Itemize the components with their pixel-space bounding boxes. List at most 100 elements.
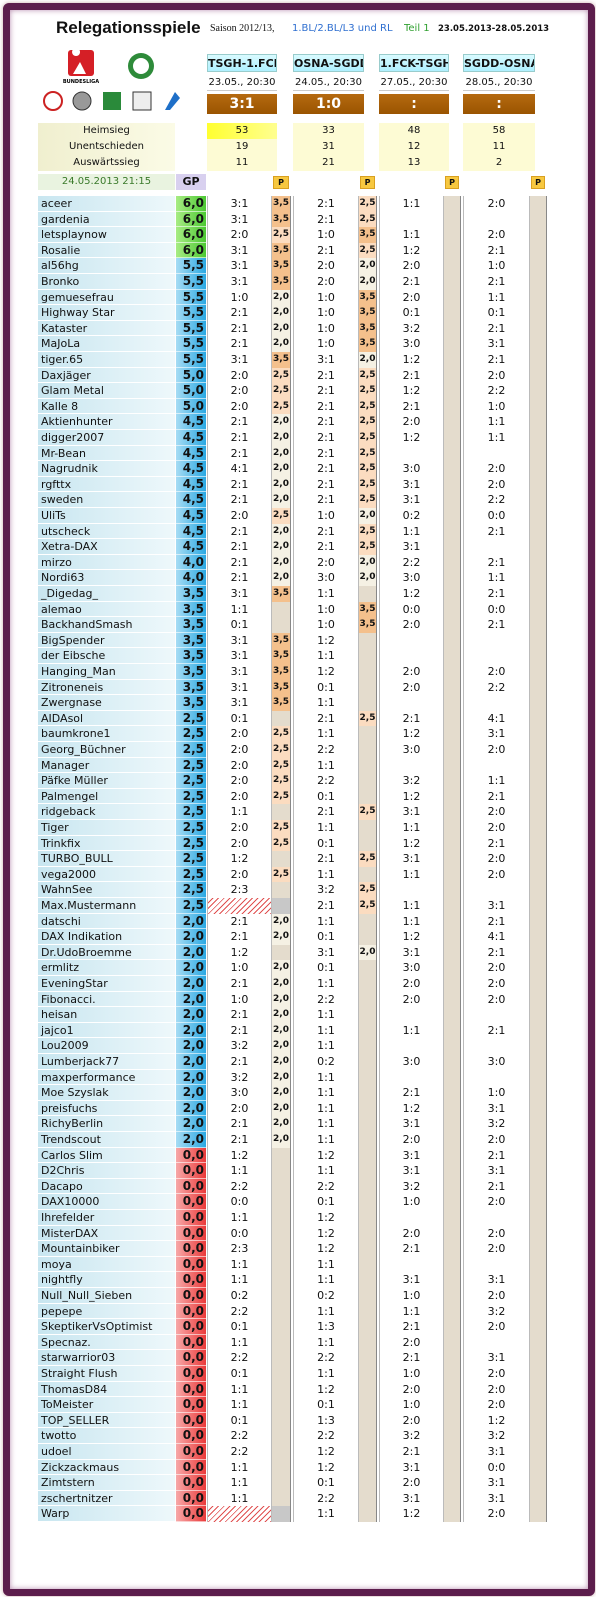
tip: 1:1 <box>207 1256 271 1273</box>
player-gp: 5,0 <box>176 367 206 384</box>
points <box>358 1132 377 1148</box>
points <box>443 554 461 571</box>
points: 3,5 <box>358 227 377 243</box>
player-gp: 2,0 <box>176 1069 206 1086</box>
tip: 2:0 <box>463 1225 529 1242</box>
player-gp: 2,0 <box>176 991 206 1008</box>
player-name: TURBO_BULL <box>38 851 175 867</box>
tip: 3:1 <box>379 944 443 961</box>
player-name: RichyBerlin <box>38 1116 175 1132</box>
points <box>529 632 547 649</box>
tip: 2:1 <box>293 445 358 462</box>
player-gp: 2,0 <box>176 929 206 945</box>
points <box>529 586 547 602</box>
points <box>443 1397 461 1413</box>
points <box>271 710 291 727</box>
points: 2,5 <box>271 773 291 789</box>
points <box>443 1163 461 1179</box>
player-name: Trendscout <box>38 1132 175 1148</box>
tip: 3:2 <box>379 320 443 337</box>
tip: 2:1 <box>293 196 358 212</box>
tip: 1:1 <box>293 648 358 664</box>
points <box>271 1163 291 1179</box>
points <box>358 1334 377 1351</box>
tip: 3:2 <box>463 1428 529 1444</box>
player-gp: 3,5 <box>176 617 206 633</box>
tip <box>207 898 271 914</box>
player-gp: 0,0 <box>176 1303 206 1320</box>
points <box>443 1381 461 1398</box>
points <box>271 1319 291 1335</box>
tip: 2:1 <box>379 1350 443 1366</box>
tip <box>463 211 529 228</box>
tip <box>379 1007 443 1023</box>
points <box>529 508 547 524</box>
points <box>358 1428 377 1444</box>
tip: 1:1 <box>207 1475 271 1491</box>
tip <box>463 757 529 774</box>
tip: 2:1 <box>293 539 358 555</box>
player-name: Bronko <box>38 274 175 290</box>
points <box>443 1116 461 1132</box>
points <box>443 211 461 228</box>
club-logo <box>165 92 180 110</box>
points <box>443 227 461 243</box>
points <box>529 211 547 228</box>
tip: 1:2 <box>293 1147 358 1164</box>
gp-header: GP <box>176 174 206 190</box>
tip: 1:1 <box>293 1007 358 1023</box>
tip: 1:1 <box>293 1038 358 1054</box>
points <box>271 804 291 820</box>
tip: 2:2 <box>207 1303 271 1320</box>
player-name: heisan <box>38 1007 175 1023</box>
points: 2,0 <box>271 1116 291 1132</box>
tip: 2:1 <box>463 352 529 368</box>
tip: 3:2 <box>463 1116 529 1132</box>
points <box>358 1038 377 1054</box>
player-gp: 3,5 <box>176 586 206 602</box>
points <box>529 383 547 399</box>
tip: 2:1 <box>293 898 358 914</box>
tip: 1:1 <box>293 726 358 742</box>
points <box>358 1147 377 1164</box>
player-gp: 2,0 <box>176 913 206 930</box>
player-name: Aktienhunter <box>38 414 175 430</box>
tip: 3:1 <box>463 1490 529 1507</box>
points: 2,5 <box>358 492 377 508</box>
points <box>443 1194 461 1210</box>
points <box>529 1241 547 1257</box>
points <box>358 1163 377 1179</box>
tip <box>379 1069 443 1086</box>
tip: 3:1 <box>463 336 529 352</box>
points: 2,0 <box>271 289 291 306</box>
player-gp: 5,5 <box>176 305 206 321</box>
points <box>358 1506 377 1522</box>
points <box>271 1241 291 1257</box>
tip: 1:1 <box>293 913 358 930</box>
player-name: zschertnitzer <box>38 1490 175 1507</box>
title: Relegationsspiele <box>56 18 201 37</box>
match-date: 28.05., 20:30 <box>463 75 535 91</box>
tip: 2:0 <box>463 1381 529 1398</box>
points <box>358 1444 377 1460</box>
tip: 1:2 <box>293 664 358 680</box>
tip: 3:1 <box>463 1272 529 1288</box>
club-logo <box>103 92 121 110</box>
points <box>271 1303 291 1320</box>
tip: 2:0 <box>379 1412 443 1429</box>
player-name: BackhandSmash <box>38 617 175 633</box>
points <box>443 523 461 540</box>
tip: 0:1 <box>293 1194 358 1210</box>
tip: 1:2 <box>293 1381 358 1398</box>
points: 2,0 <box>271 991 291 1008</box>
points <box>443 695 461 711</box>
tip: 2:1 <box>293 476 358 493</box>
points <box>358 1303 377 1320</box>
tip: 1:1 <box>463 570 529 586</box>
tip: 2:1 <box>293 414 358 430</box>
player-name: sweden <box>38 492 175 508</box>
tip: 2:2 <box>207 1444 271 1460</box>
points <box>443 1475 461 1491</box>
tip: 2:0 <box>463 976 529 992</box>
points <box>443 242 461 259</box>
